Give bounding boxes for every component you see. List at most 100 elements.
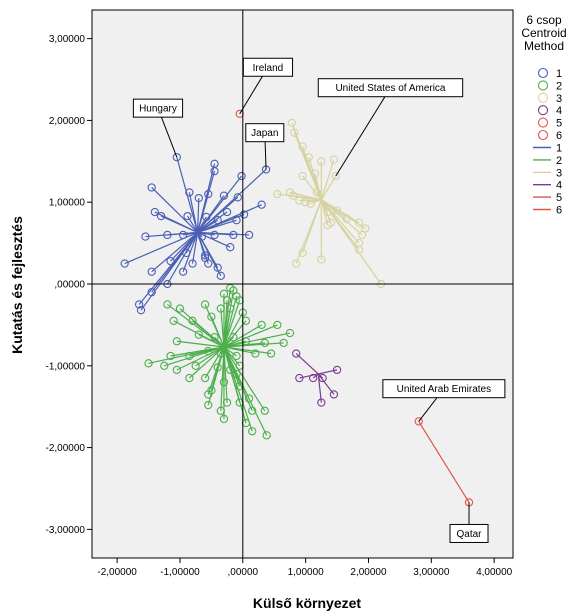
cluster-1-line xyxy=(191,232,199,264)
cluster-1-line xyxy=(197,204,262,234)
cluster-3-point xyxy=(329,155,339,164)
cluster-1-line xyxy=(197,195,225,233)
cluster-1-line xyxy=(188,192,199,233)
cluster-2-line xyxy=(198,334,225,348)
cluster-2-line xyxy=(223,308,231,348)
cluster-2-point xyxy=(219,414,229,424)
cluster-4-point xyxy=(332,365,342,375)
legend-marker-label: 3 xyxy=(556,93,562,105)
cluster-2-point xyxy=(266,349,276,358)
legend-line-label: 1 xyxy=(556,143,562,155)
cluster-3-point xyxy=(273,189,282,199)
cluster-2-line xyxy=(188,346,225,379)
cluster-2-point xyxy=(185,373,194,383)
cluster-3-point xyxy=(342,214,351,223)
cluster-4-line xyxy=(317,373,335,395)
legend-title-line: Centroid xyxy=(521,26,566,40)
legend-marker-label: 5 xyxy=(556,118,562,130)
cluster-1-point xyxy=(222,207,232,217)
cluster-2-point xyxy=(210,333,219,342)
legend-marker-3 xyxy=(537,92,549,103)
cluster-3-point xyxy=(287,118,296,128)
cluster-2-point xyxy=(169,316,178,325)
annotation-box xyxy=(449,523,489,543)
cluster-3-point xyxy=(361,224,370,233)
cluster-3-point xyxy=(298,248,307,258)
legend-line-label: 6 xyxy=(556,205,562,217)
cluster-2-line xyxy=(164,346,225,367)
cluster-2-line xyxy=(214,336,225,348)
cluster-3-point xyxy=(298,171,307,181)
cluster-3-point xyxy=(295,196,304,205)
cluster-1-point xyxy=(213,216,222,225)
cluster-1-point xyxy=(204,189,213,199)
cluster-3-point xyxy=(332,206,342,215)
cluster-1-point xyxy=(183,211,192,221)
legend-marker-label: 6 xyxy=(556,130,562,142)
annotation-label: Ireland xyxy=(253,63,284,74)
cluster-2-point xyxy=(219,377,229,387)
cluster-2-line xyxy=(192,320,225,348)
legend-marker-1 xyxy=(537,67,549,79)
y-tick-label: 2,00000 xyxy=(49,116,86,127)
annotation-label: United Arab Emirates xyxy=(397,384,492,395)
cluster-2-point xyxy=(191,361,200,370)
cluster-2-line xyxy=(223,346,266,412)
legend-marker-label: 2 xyxy=(556,80,562,92)
x-tick-label: 2,00000 xyxy=(350,567,387,578)
y-tick-label: ,00000 xyxy=(54,280,85,291)
cluster-2-point xyxy=(257,320,266,330)
cluster-1-line xyxy=(197,219,237,234)
reference-lines xyxy=(92,10,513,558)
cluster-3-point xyxy=(358,230,367,240)
cluster-2-point xyxy=(244,394,254,403)
cluster-1-line xyxy=(151,232,199,293)
cluster-6-point xyxy=(414,417,423,426)
cluster-3-point xyxy=(317,157,326,166)
cluster-2-point xyxy=(260,338,269,348)
annotation-box xyxy=(245,123,285,143)
annotation-box xyxy=(242,57,294,77)
cluster-1-point xyxy=(163,230,172,240)
x-tick-label: 3,00000 xyxy=(413,567,450,578)
cluster-1-point xyxy=(200,251,210,260)
cluster-1-point xyxy=(244,230,254,240)
cluster-1-point xyxy=(136,306,146,315)
cluster-2-point xyxy=(160,361,169,370)
cluster-2-point xyxy=(204,390,213,399)
cluster-2-point xyxy=(163,300,172,309)
cluster-4-point xyxy=(317,398,326,407)
cluster-3-point xyxy=(310,169,320,178)
cluster-2-line xyxy=(223,346,272,355)
cluster-1-point xyxy=(210,230,219,240)
cluster-3-point xyxy=(301,198,310,207)
cluster-2-point xyxy=(229,333,238,342)
cluster-2-line xyxy=(223,324,278,348)
x-tick-label: 4,00000 xyxy=(476,567,513,578)
cluster-3-point xyxy=(323,220,332,230)
x-tick-label: -2,00000 xyxy=(97,567,137,578)
legend-title-line: 6 csop xyxy=(526,13,562,27)
cluster-1-point xyxy=(185,188,194,197)
cluster-2-point xyxy=(200,373,210,383)
cluster-2-point xyxy=(185,351,194,361)
cluster-4-line xyxy=(295,353,319,375)
cluster-2-line xyxy=(223,296,238,348)
cluster-2-point xyxy=(213,363,222,372)
cluster-2-point xyxy=(175,304,185,313)
annotation-box xyxy=(317,78,464,98)
cluster-3-point xyxy=(354,245,364,254)
cluster-3-line xyxy=(320,159,335,200)
cluster-3-point xyxy=(354,238,364,248)
legend-marker-5 xyxy=(537,117,549,128)
legend-marker-6 xyxy=(537,129,549,141)
cluster-3-point xyxy=(317,255,326,264)
cluster-1-point xyxy=(194,193,203,203)
cluster-3-point xyxy=(298,142,307,151)
cluster-1-line xyxy=(151,187,198,233)
cluster-1-point xyxy=(178,230,188,240)
x-tick-label: ,00000 xyxy=(228,567,259,578)
cluster-1-point xyxy=(134,300,144,309)
cluster-4-point xyxy=(295,373,304,383)
